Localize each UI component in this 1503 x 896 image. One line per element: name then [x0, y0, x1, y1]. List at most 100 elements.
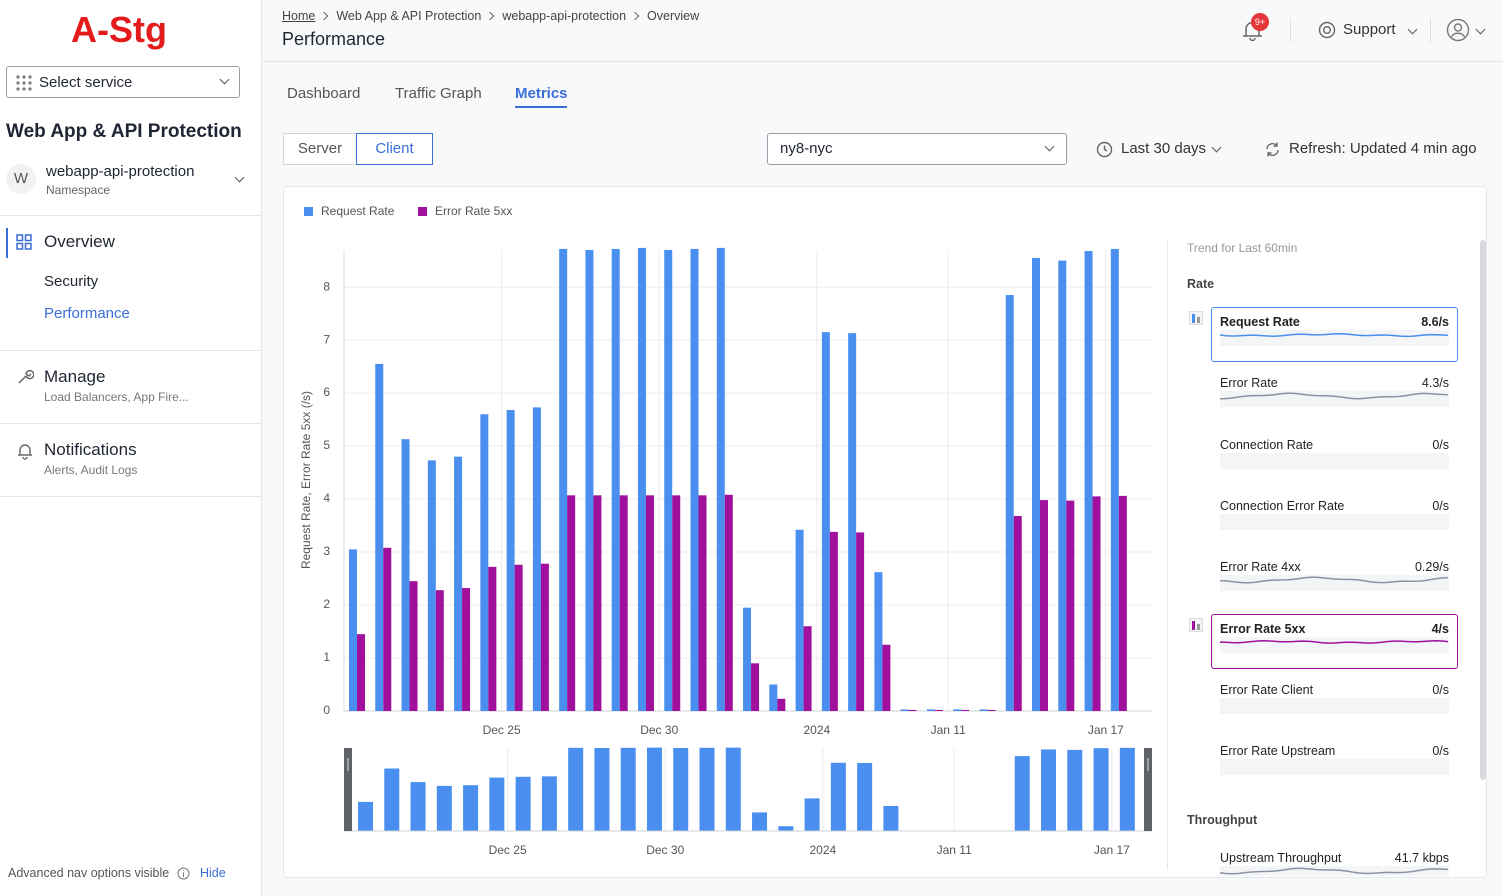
bar	[541, 564, 549, 711]
bar	[953, 709, 961, 711]
bar	[961, 710, 969, 711]
breadcrumb[interactable]: webapp-api-protection	[502, 9, 626, 23]
chevron	[1408, 25, 1418, 35]
sparkline	[1220, 575, 1449, 591]
nav-manage-subtitle: Load Balancers, App Fire...	[44, 390, 189, 405]
bar	[515, 565, 523, 711]
bar	[882, 645, 890, 711]
bar	[402, 439, 410, 711]
navigator-tick-label: Dec 30	[646, 843, 684, 857]
tab-active[interactable]: Metrics	[515, 85, 568, 103]
bar	[428, 460, 436, 711]
bar	[1014, 516, 1022, 711]
divider	[0, 350, 261, 351]
navigator-bar	[594, 748, 609, 831]
x-tick-label: 2024	[804, 723, 831, 737]
bar	[796, 530, 804, 711]
x-tick-label: Dec 30	[640, 723, 678, 737]
icon-bar	[1197, 317, 1200, 323]
nav-notifications[interactable]: Notifications	[44, 440, 137, 460]
bar	[620, 495, 628, 711]
breadcrumbs: Home Web App & API Protection webapp-api-p…	[282, 8, 699, 24]
icon-bar	[1192, 621, 1195, 630]
metric-name: Error Rate	[1220, 376, 1278, 390]
breadcrumb[interactable]: Web App & API Protection	[336, 9, 481, 23]
bar	[638, 248, 646, 711]
panel-title: Trend for Last 60min	[1187, 241, 1297, 255]
divider	[1290, 18, 1291, 42]
bar	[593, 495, 601, 711]
separator	[320, 12, 328, 20]
chart: 012345678Request Rate, Error Rate 5xx (/…	[283, 186, 1168, 878]
toggle-client[interactable]: Client	[356, 133, 433, 165]
metric-value: 0/s	[1349, 744, 1449, 758]
metric-name: Connection Error Rate	[1220, 499, 1344, 513]
apps-icon	[16, 75, 32, 91]
nav-manage[interactable]: Manage	[44, 367, 105, 387]
notifications-icon	[16, 442, 34, 460]
bar	[830, 532, 838, 711]
metric-value: 4.3/s	[1349, 376, 1449, 390]
support-menu[interactable]: Support	[1343, 21, 1396, 39]
divider	[0, 423, 261, 424]
nav-security[interactable]: Security	[44, 273, 98, 291]
series-icon[interactable]	[1189, 618, 1203, 632]
user-icon[interactable]	[1446, 18, 1470, 42]
footer-link[interactable]: Hide	[200, 866, 226, 881]
active-indicator	[6, 228, 8, 258]
tab[interactable]: Dashboard	[287, 85, 360, 103]
scrollbar[interactable]	[1480, 240, 1486, 780]
bar	[1032, 258, 1040, 711]
chart-group: 012345678Request Rate, Error Rate 5xx (/…	[299, 204, 1152, 857]
series-icon[interactable]	[1189, 311, 1203, 325]
bar	[507, 410, 515, 711]
bar	[454, 457, 462, 711]
trend-panel: Trend for Last 60minRateRequest Rate8.6/…	[1168, 236, 1478, 876]
site-select[interactable]: ny8-nyc	[767, 133, 1067, 165]
bar	[1040, 500, 1048, 711]
sparkline	[1220, 453, 1449, 469]
bar	[357, 634, 365, 711]
sparkline-path	[1220, 393, 1448, 399]
namespace-name[interactable]: webapp-api-protection	[46, 163, 194, 181]
bar	[699, 495, 707, 711]
navigator-bar	[516, 777, 531, 831]
navigator-bar	[673, 748, 688, 831]
toggle-server[interactable]: Server	[283, 133, 357, 165]
metric-name: Connection Rate	[1220, 438, 1313, 452]
metric-value: 8.6/s	[1349, 315, 1449, 329]
bar	[927, 709, 935, 711]
bar	[436, 590, 444, 711]
metric-name: Error Rate Client	[1220, 683, 1313, 697]
bar	[1111, 249, 1119, 711]
bar	[410, 581, 418, 711]
navigator-bar	[621, 748, 636, 831]
bar	[533, 407, 541, 711]
notification-badge: 9+	[1251, 13, 1269, 31]
service-select[interactable]: Select service	[6, 66, 240, 98]
chevron	[1212, 143, 1222, 153]
navigator-tick-label: Jan 11	[937, 843, 972, 857]
group-title: Rate	[1187, 277, 1214, 291]
breadcrumb[interactable]: Home	[282, 9, 315, 23]
tab-underline	[515, 106, 567, 108]
bar	[462, 588, 470, 711]
bar	[979, 709, 987, 711]
tab[interactable]: Traffic Graph	[395, 85, 482, 103]
breadcrumb: Overview	[647, 9, 699, 23]
metric-value: 41.7 kbps	[1349, 851, 1449, 865]
bar	[383, 548, 391, 711]
bar	[1058, 261, 1066, 711]
chevron	[1476, 25, 1486, 35]
bar	[672, 495, 680, 711]
y-tick-label: 2	[323, 597, 330, 611]
nav-performance[interactable]: Performance	[44, 305, 130, 323]
icon-bar	[1192, 314, 1195, 323]
metric-value: 0.29/s	[1349, 560, 1449, 574]
sparkline	[1220, 866, 1449, 876]
nav-overview[interactable]: Overview	[44, 232, 115, 252]
time-range[interactable]: Last 30 days	[1121, 140, 1206, 158]
refresh-icon[interactable]	[1264, 141, 1281, 158]
bar	[559, 249, 567, 711]
